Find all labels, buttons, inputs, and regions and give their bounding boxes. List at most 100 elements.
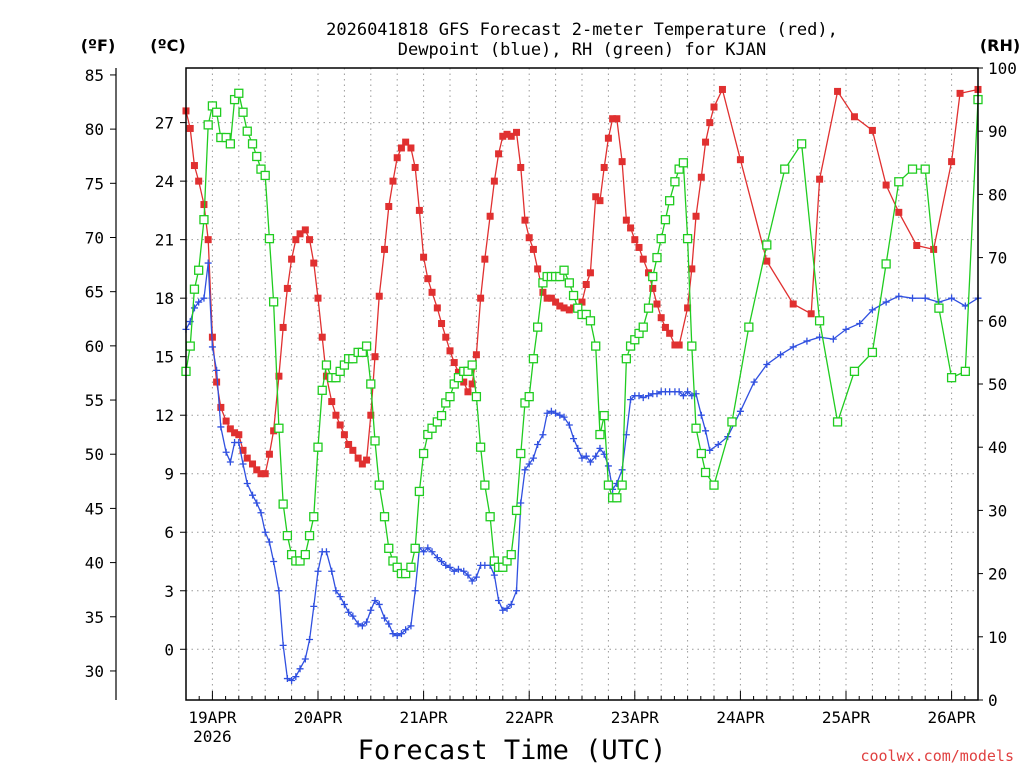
temperature-point	[618, 158, 626, 166]
rh-point	[907, 164, 918, 174]
temperature-point	[265, 450, 273, 458]
rh-tick-label: 70	[988, 249, 1007, 268]
temperature-point	[507, 132, 515, 140]
rh-point	[744, 322, 754, 332]
dewpoint-point	[565, 421, 573, 429]
rh-point	[471, 391, 482, 402]
x-axis-title: Forecast Time (UTC)	[358, 735, 667, 766]
dewpoint-point	[645, 392, 653, 400]
rh-tick-label: 20	[988, 565, 1007, 584]
dewpoint-point	[829, 335, 837, 343]
rh-point	[252, 151, 262, 162]
dewpoint-point	[547, 407, 555, 415]
temperature-point	[639, 255, 647, 263]
dewpoint-point	[525, 460, 533, 468]
rh-point	[203, 120, 213, 130]
temperature-point	[543, 294, 551, 302]
dewpoint-point	[195, 298, 203, 306]
temperature-point	[367, 411, 375, 419]
dewpoint-point	[213, 366, 221, 374]
dewpoint-point	[265, 538, 273, 546]
dewpoint-point	[856, 320, 864, 328]
rh-point	[194, 265, 204, 275]
temperature-point	[763, 257, 771, 265]
dewpoint-point	[499, 606, 507, 614]
temperature-point	[718, 85, 726, 93]
temperature-point	[442, 333, 450, 341]
rh-point	[532, 322, 543, 332]
dewpoint-point	[675, 388, 683, 396]
rh-point	[832, 417, 843, 427]
dewpoint-point	[961, 302, 969, 310]
dewpoint-point	[428, 548, 436, 556]
rh-point	[591, 341, 601, 351]
dewpoint-point	[472, 573, 480, 581]
dewpoint-point	[358, 622, 366, 630]
dewpoint-point	[679, 392, 687, 400]
dewpoint-point	[521, 466, 529, 474]
temperature-point	[657, 314, 665, 322]
rh-point	[384, 543, 394, 553]
rh-point	[682, 233, 693, 244]
fahrenheit-tick-label: 55	[85, 391, 104, 410]
dewpoint-point	[345, 608, 353, 616]
rh-point	[189, 284, 200, 294]
dewpoint-point	[539, 431, 547, 439]
rh-unit-label: (RH)	[980, 36, 1020, 55]
dewpoint-point	[468, 577, 476, 585]
dewpoint-point	[909, 294, 917, 302]
celsius-tick-label: 21	[155, 231, 174, 250]
temperature-point	[257, 470, 265, 478]
temperature-point	[328, 398, 336, 406]
dewpoint-point	[503, 604, 511, 612]
rh-point	[670, 177, 680, 187]
temperature-point	[604, 134, 612, 142]
temperature-point	[354, 454, 362, 462]
temperature-point	[217, 403, 225, 411]
grid-lines	[186, 68, 979, 700]
rh-point	[648, 271, 658, 282]
dewpoint-point	[239, 460, 247, 468]
temperature-point	[301, 226, 309, 234]
dewpoint-point	[582, 452, 590, 460]
rh-tick-label: 60	[988, 312, 1007, 331]
rh-tick-label: 0	[988, 691, 998, 710]
dewpoint-point	[517, 499, 525, 507]
rh-point	[660, 215, 671, 225]
temperature-point	[850, 113, 858, 121]
temperature-point	[420, 253, 428, 261]
rh-point	[374, 480, 384, 490]
temperature-point	[428, 288, 436, 296]
temperature-point	[956, 89, 964, 97]
temperature-point	[868, 126, 876, 134]
dewpoint-point	[586, 458, 594, 466]
dewpoint-point	[495, 597, 503, 605]
rh-tick-label: 50	[988, 375, 1007, 394]
temperature-point	[472, 351, 480, 359]
rh-point	[700, 467, 711, 478]
rh-tick-label: 80	[988, 185, 1007, 204]
dewpoint-point	[314, 567, 322, 575]
rh-point	[480, 480, 490, 490]
dewpoint-point	[777, 351, 785, 359]
temperature-point	[688, 265, 696, 273]
rh-point	[696, 448, 706, 459]
temperature-point	[789, 300, 797, 308]
rh-point	[445, 391, 455, 402]
temperature-point	[666, 329, 674, 337]
temperature-point	[310, 259, 318, 267]
temperature-point	[438, 320, 446, 328]
temperature-point	[375, 292, 383, 300]
temperature-point	[565, 306, 573, 314]
dewpoint-point	[697, 411, 705, 419]
rh-point	[894, 177, 904, 187]
rh-point	[225, 139, 236, 149]
chart-title-line1: 2026041818 GFS Forecast 2-meter Temperat…	[326, 20, 838, 40]
temperature-point	[736, 156, 744, 164]
dewpoint-point	[322, 548, 330, 556]
rh-point	[867, 347, 878, 358]
temperature-point	[627, 224, 635, 232]
dewpoint-point	[296, 665, 304, 673]
dewpoint-point	[208, 343, 216, 351]
rh-point	[780, 164, 790, 174]
